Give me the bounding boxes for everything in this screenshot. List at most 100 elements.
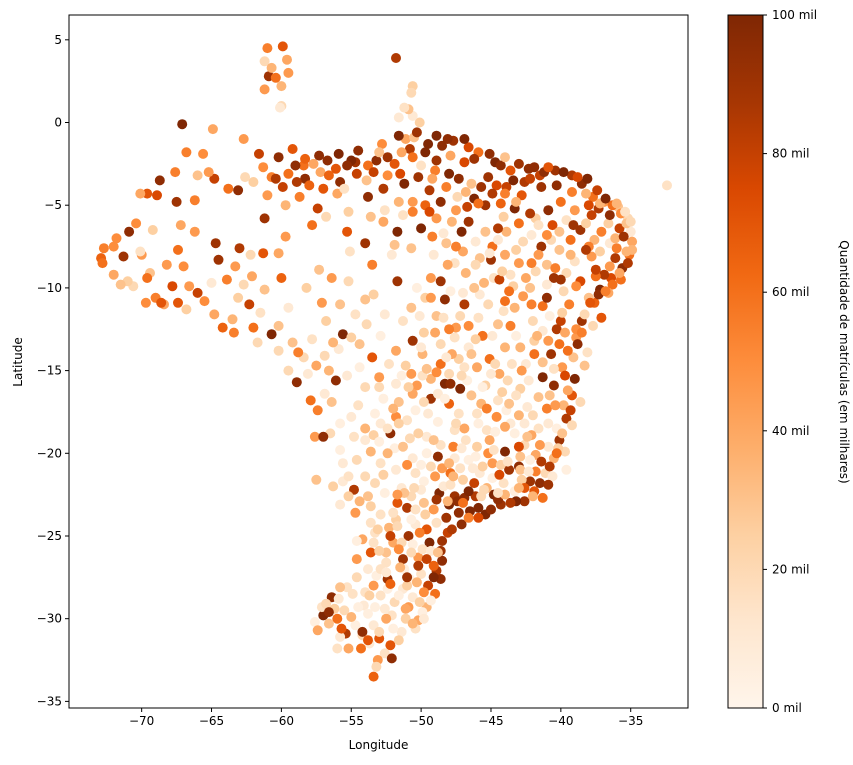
data-point bbox=[248, 177, 259, 187]
data-point bbox=[407, 618, 418, 629]
data-point bbox=[537, 372, 548, 383]
data-point bbox=[351, 554, 362, 565]
data-point bbox=[463, 512, 474, 523]
data-point bbox=[140, 297, 151, 308]
data-point bbox=[314, 150, 325, 161]
data-point bbox=[462, 201, 473, 212]
data-point bbox=[554, 339, 565, 350]
data-point bbox=[354, 496, 365, 507]
data-point bbox=[437, 140, 448, 151]
data-point bbox=[596, 226, 607, 237]
data-point bbox=[328, 337, 339, 348]
data-point bbox=[554, 244, 565, 255]
data-point bbox=[620, 206, 631, 217]
data-point bbox=[444, 458, 455, 469]
data-point bbox=[228, 327, 239, 338]
data-point bbox=[568, 352, 579, 363]
x-tick-label: −35 bbox=[618, 714, 643, 728]
data-point bbox=[470, 334, 481, 345]
data-point bbox=[483, 172, 494, 183]
data-point bbox=[259, 56, 270, 67]
data-point bbox=[555, 274, 566, 285]
data-point bbox=[494, 368, 505, 379]
data-point bbox=[283, 67, 294, 78]
data-point bbox=[353, 400, 364, 411]
data-point bbox=[427, 173, 438, 184]
colorbar-frame bbox=[727, 14, 764, 709]
data-point bbox=[414, 597, 425, 608]
data-point bbox=[389, 443, 400, 454]
data-point bbox=[189, 226, 200, 237]
data-point bbox=[560, 370, 570, 381]
data-point bbox=[392, 276, 403, 287]
data-point bbox=[392, 489, 403, 500]
data-point bbox=[618, 231, 629, 242]
data-point bbox=[393, 397, 404, 407]
data-point bbox=[416, 459, 427, 470]
data-point bbox=[448, 441, 459, 452]
data-point bbox=[399, 178, 410, 189]
data-point bbox=[314, 264, 325, 275]
data-point bbox=[254, 148, 264, 159]
data-point bbox=[375, 458, 386, 469]
data-point bbox=[342, 582, 353, 593]
data-point bbox=[240, 172, 251, 183]
data-point bbox=[342, 160, 353, 171]
data-point bbox=[209, 309, 220, 320]
data-point bbox=[548, 363, 559, 374]
data-point bbox=[173, 297, 183, 308]
data-point bbox=[451, 205, 461, 216]
data-point bbox=[393, 544, 404, 555]
data-point bbox=[557, 362, 568, 373]
data-point bbox=[385, 531, 396, 541]
data-point bbox=[343, 206, 354, 217]
plot-frame bbox=[68, 14, 689, 709]
data-point bbox=[346, 332, 357, 343]
data-point bbox=[438, 228, 449, 239]
data-point bbox=[446, 216, 457, 227]
data-point bbox=[551, 180, 562, 191]
data-point bbox=[558, 286, 569, 297]
data-point bbox=[262, 43, 273, 54]
y-tick-label: −35 bbox=[37, 694, 62, 708]
data-point bbox=[544, 390, 555, 401]
data-point bbox=[509, 428, 520, 439]
data-point bbox=[543, 441, 554, 452]
data-point bbox=[558, 167, 569, 178]
y-tick-label: −20 bbox=[37, 446, 62, 460]
data-point bbox=[469, 282, 480, 293]
data-point bbox=[473, 512, 484, 523]
data-point bbox=[562, 345, 573, 356]
data-point bbox=[402, 580, 413, 591]
data-point bbox=[567, 420, 577, 431]
data-point bbox=[411, 127, 422, 138]
data-point bbox=[588, 320, 598, 331]
data-point bbox=[416, 160, 427, 171]
data-point bbox=[276, 81, 287, 92]
data-point bbox=[406, 243, 417, 254]
data-point bbox=[342, 370, 353, 381]
data-point bbox=[374, 382, 385, 393]
data-point bbox=[611, 198, 622, 209]
data-point bbox=[493, 223, 503, 234]
data-point bbox=[370, 408, 380, 419]
data-point bbox=[330, 375, 341, 386]
data-point bbox=[391, 378, 401, 389]
data-point bbox=[548, 380, 559, 391]
data-point bbox=[458, 474, 468, 485]
data-point bbox=[234, 243, 245, 254]
data-point bbox=[435, 440, 446, 450]
data-point bbox=[543, 335, 554, 346]
data-point bbox=[252, 337, 263, 348]
data-point bbox=[425, 373, 436, 384]
data-point bbox=[525, 282, 536, 293]
data-point bbox=[280, 231, 291, 242]
data-point bbox=[404, 433, 415, 444]
data-point bbox=[441, 238, 452, 249]
data-point bbox=[555, 196, 566, 207]
data-point bbox=[557, 428, 568, 439]
data-point bbox=[459, 157, 470, 168]
data-point bbox=[171, 196, 182, 207]
data-point bbox=[424, 206, 435, 217]
